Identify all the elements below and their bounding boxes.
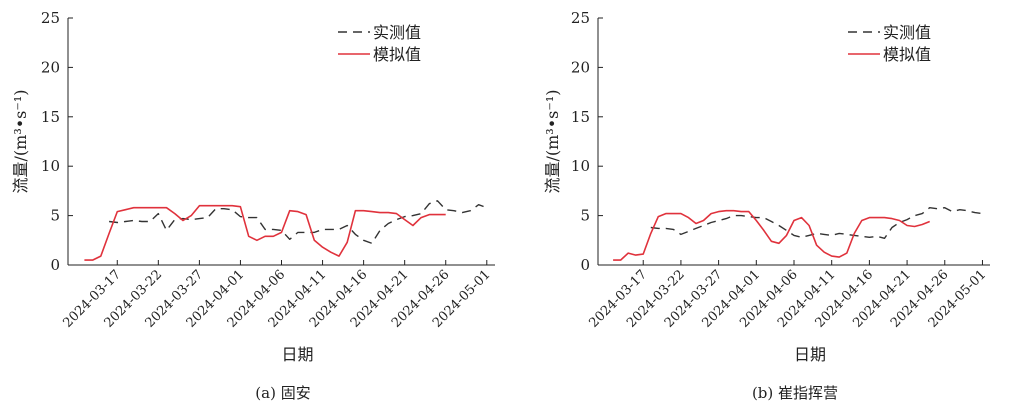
series-line-1 (84, 204, 446, 261)
y-axis-label: 流量/(m³•s⁻¹) (11, 90, 30, 194)
y-tick-label: 20 (41, 58, 60, 76)
y-tick-label: 5 (50, 207, 60, 225)
panel-caption: (a) 固安 (255, 384, 310, 402)
y-tick-label: 20 (571, 58, 590, 76)
chart-panel-1: 05101520252024-03-172024-03-222024-03-27… (543, 9, 990, 402)
y-tick-label: 15 (571, 108, 590, 126)
series-line-1 (613, 209, 930, 261)
panel-caption: (b) 崔指挥营 (752, 384, 838, 402)
y-axis-label: 流量/(m³•s⁻¹) (543, 90, 562, 194)
chart-panel-0: 05101520252024-03-172024-03-222024-03-27… (11, 9, 495, 402)
y-tick-label: 0 (580, 256, 590, 274)
y-tick-label: 10 (41, 157, 60, 175)
y-tick-label: 25 (41, 9, 60, 27)
y-tick-label: 25 (571, 9, 590, 27)
series-line-0 (650, 206, 983, 240)
x-axis-label: 日期 (281, 345, 313, 364)
y-tick-label: 15 (41, 108, 60, 126)
legend-entry: 实测值 (883, 23, 931, 42)
legend-entry: 模拟值 (883, 45, 931, 64)
series-line-0 (109, 200, 488, 245)
y-tick-label: 5 (580, 207, 590, 225)
y-tick-label: 10 (571, 157, 590, 175)
legend-entry: 实测值 (373, 23, 421, 42)
y-tick-label: 0 (50, 256, 60, 274)
x-axis-label: 日期 (794, 345, 826, 364)
legend-entry: 模拟值 (373, 45, 421, 64)
